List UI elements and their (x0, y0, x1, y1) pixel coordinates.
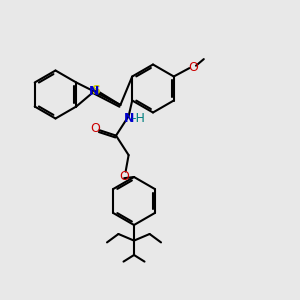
Text: O: O (90, 122, 100, 135)
Text: N: N (89, 85, 100, 98)
Text: N: N (124, 112, 134, 125)
Text: -H: -H (132, 112, 145, 125)
Text: O: O (119, 169, 129, 183)
Text: S: S (91, 83, 100, 97)
Text: O: O (188, 61, 198, 74)
